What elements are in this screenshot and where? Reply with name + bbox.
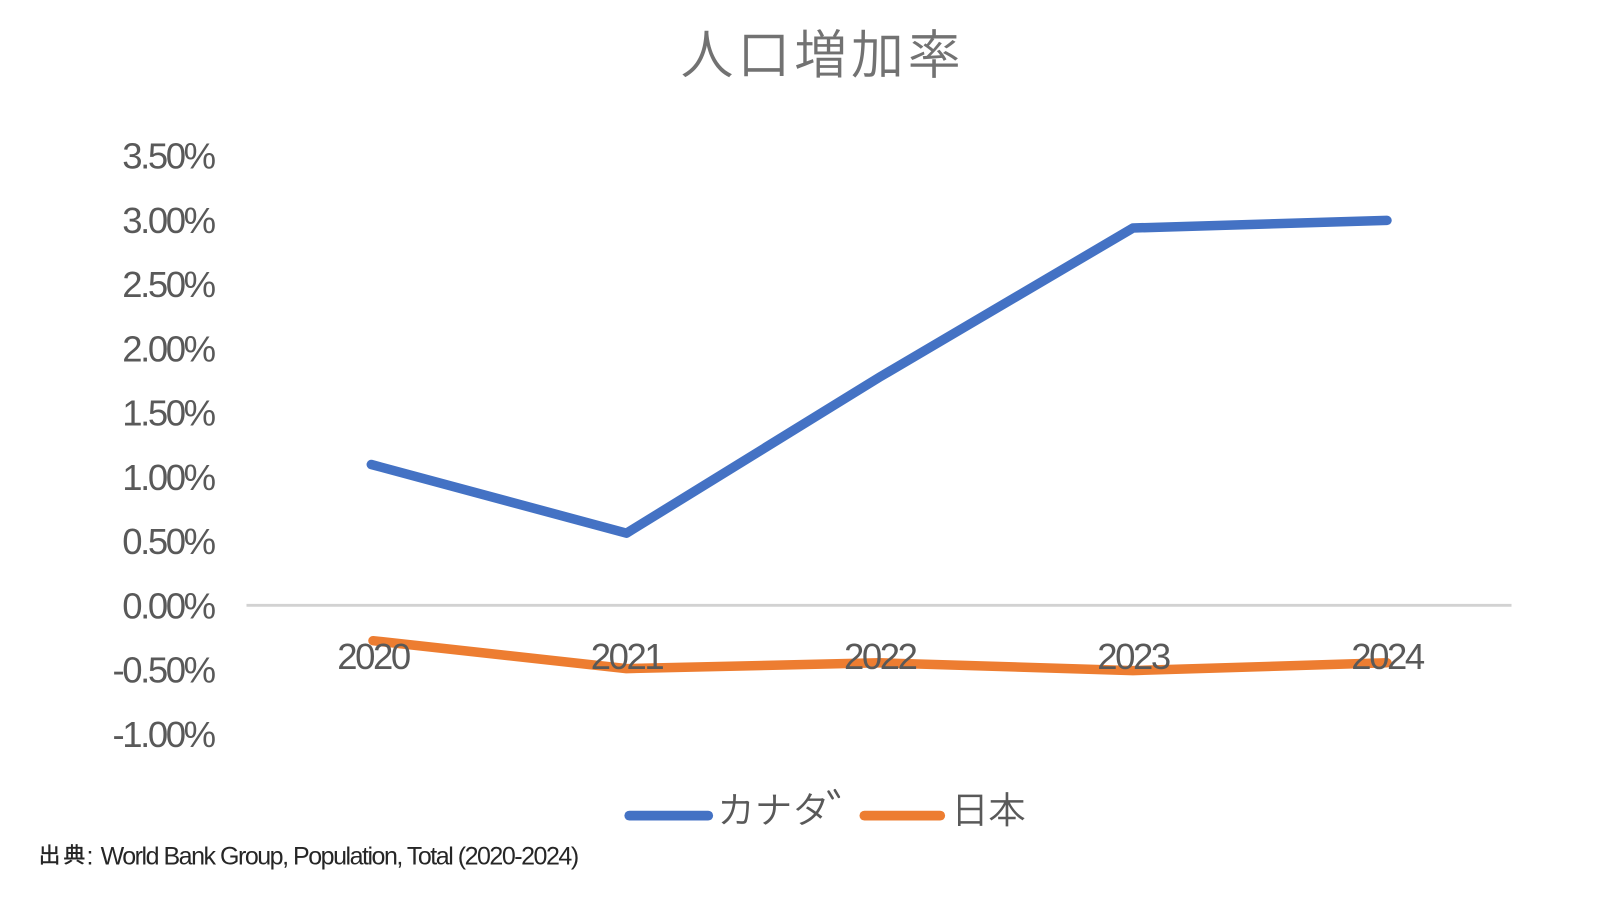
svg-text::: : <box>87 843 94 871</box>
svg-text:3.00%: 3.00% <box>122 200 215 241</box>
svg-text:1.00%: 1.00% <box>122 457 215 498</box>
svg-text:2022: 2022 <box>844 636 917 677</box>
svg-text:3.50%: 3.50% <box>122 136 215 177</box>
svg-text:-0.50%: -0.50% <box>112 650 215 691</box>
svg-text:2.50%: 2.50% <box>122 264 215 305</box>
svg-text:1.50%: 1.50% <box>122 393 215 434</box>
svg-text:2024: 2024 <box>1351 636 1425 677</box>
svg-text:2.00%: 2.00% <box>122 328 215 369</box>
svg-text:World Bank Group, Population,: World Bank Group, Population, Total (202… <box>101 843 578 871</box>
svg-text:-1.00%: -1.00% <box>112 714 215 755</box>
svg-text:0.50%: 0.50% <box>122 521 215 562</box>
svg-text:0.00%: 0.00% <box>122 585 215 626</box>
svg-text:2021: 2021 <box>591 636 664 677</box>
svg-text:2020: 2020 <box>337 636 410 677</box>
svg-text:2023: 2023 <box>1097 636 1170 677</box>
